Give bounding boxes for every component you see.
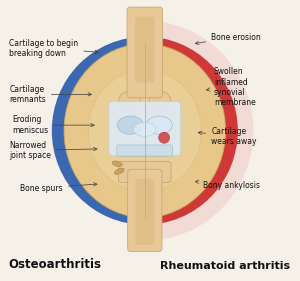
Text: Cartilage
wears away: Cartilage wears away xyxy=(198,127,257,146)
Text: Cartilage to begin
breaking down: Cartilage to begin breaking down xyxy=(9,38,98,58)
FancyBboxPatch shape xyxy=(117,145,173,156)
Text: Eroding
meniscus: Eroding meniscus xyxy=(12,115,94,135)
Ellipse shape xyxy=(115,168,124,175)
FancyBboxPatch shape xyxy=(118,162,171,182)
Ellipse shape xyxy=(134,122,156,136)
Wedge shape xyxy=(145,37,238,225)
Ellipse shape xyxy=(159,132,170,143)
Text: Bony ankylosis: Bony ankylosis xyxy=(195,180,260,190)
FancyBboxPatch shape xyxy=(135,17,155,83)
Text: Osteoarthritis: Osteoarthritis xyxy=(8,257,101,271)
FancyBboxPatch shape xyxy=(135,179,154,245)
Text: Cartilage
remnants: Cartilage remnants xyxy=(9,85,92,104)
Ellipse shape xyxy=(112,161,122,167)
FancyBboxPatch shape xyxy=(128,169,162,251)
Ellipse shape xyxy=(146,116,172,134)
FancyBboxPatch shape xyxy=(109,101,181,156)
Text: Bone erosion: Bone erosion xyxy=(195,33,261,45)
Ellipse shape xyxy=(149,91,171,112)
Wedge shape xyxy=(52,37,145,225)
Text: Rheumatoid arthritis: Rheumatoid arthritis xyxy=(160,260,290,271)
FancyBboxPatch shape xyxy=(127,7,163,98)
Text: Narrowed
joint space: Narrowed joint space xyxy=(9,140,97,160)
Ellipse shape xyxy=(117,116,143,134)
Text: Swollen
inflamed
synovial
membrane: Swollen inflamed synovial membrane xyxy=(206,67,256,107)
Text: Bone spurs: Bone spurs xyxy=(20,183,97,192)
Ellipse shape xyxy=(64,44,226,217)
Ellipse shape xyxy=(118,91,140,112)
Ellipse shape xyxy=(88,70,201,192)
Wedge shape xyxy=(145,21,254,241)
